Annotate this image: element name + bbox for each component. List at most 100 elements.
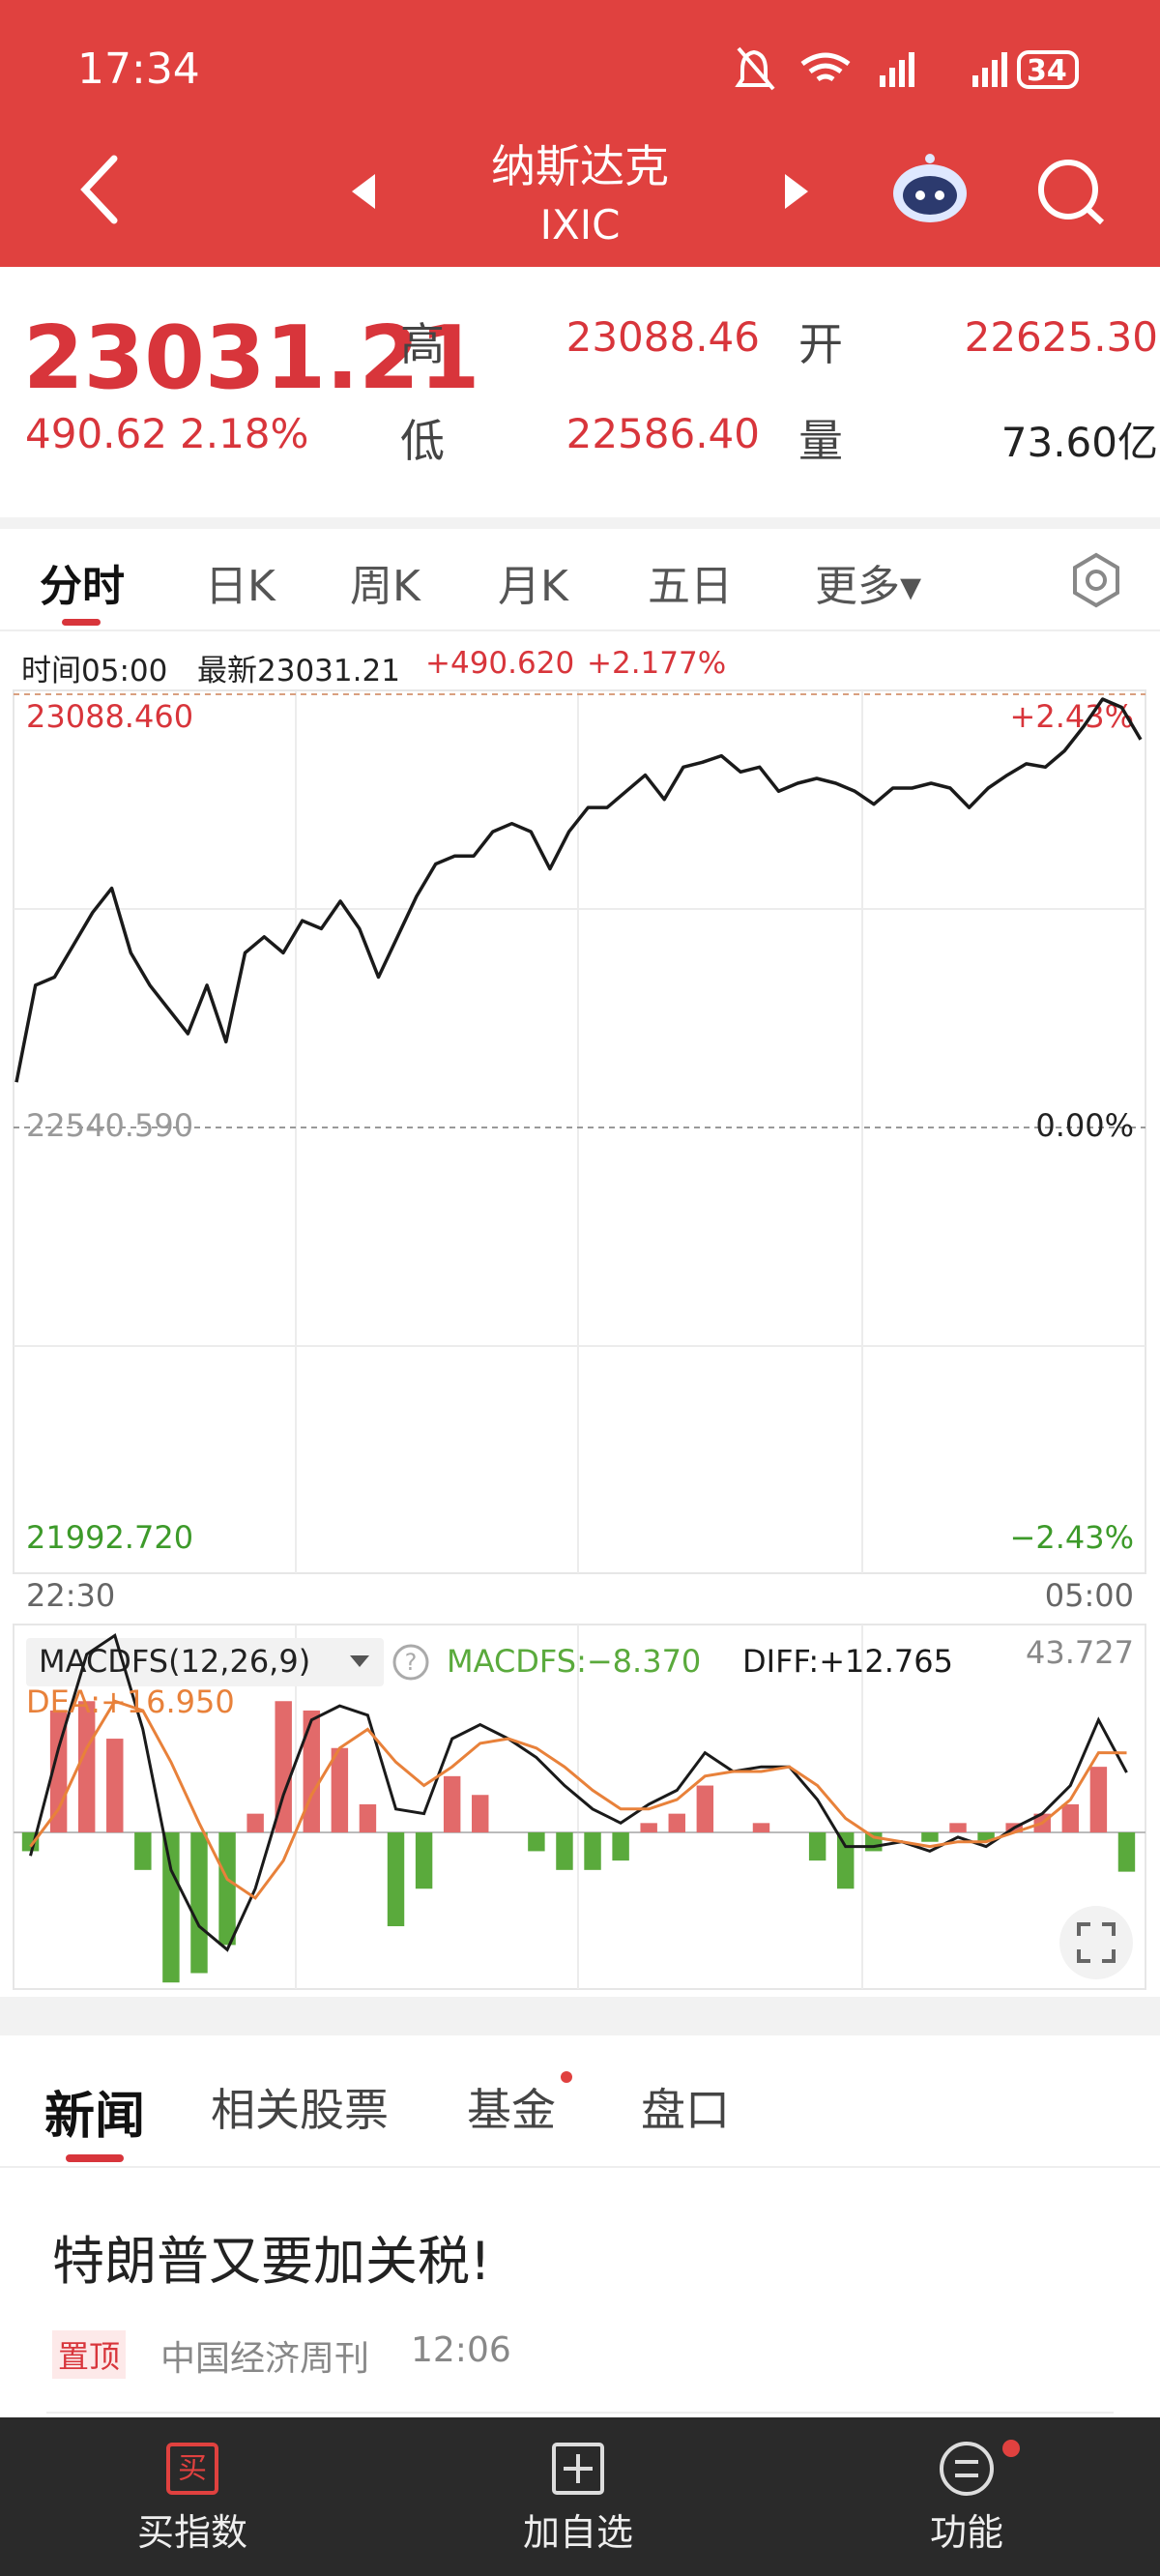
macd-bar [359,1803,377,1833]
price-grid [14,690,1146,1573]
back-button[interactable] [80,155,118,224]
info-change-pct: +2.177% [587,646,727,681]
news-time: 12:06 [411,2330,511,2370]
tab[interactable]: 周K [350,562,420,611]
macd-bar [668,1813,685,1833]
menu-icon [940,2442,994,2496]
nav-item[interactable]: 加自选 [522,2511,633,2554]
macd-bar [752,1823,770,1833]
tab[interactable]: 五日 [648,562,733,611]
macd-bar [949,1823,967,1833]
tab[interactable]: 更多▾ [815,562,922,611]
charts: ? 23088.46022540.59021992.720+2.43%0.00%… [13,689,1146,1990]
macd-bar [106,1739,124,1833]
news-divider [46,2412,1114,2414]
news-tab[interactable]: 盘口 [641,2084,730,2136]
legend-label: DIFF:+12.765 [742,1643,953,1680]
y-tick-label: 22540.590 [26,1107,193,1144]
news-tab[interactable]: 相关股票 [211,2084,389,2136]
settings-button[interactable] [1067,551,1125,609]
change-pct: 2.18% [180,410,309,457]
macd-bar [921,1832,939,1842]
x-tick-label: 05:00 [1045,1577,1134,1614]
macd-bar [190,1832,208,1974]
nav-item[interactable]: 买指数 [136,2511,247,2554]
tab-indicator [62,619,101,626]
macd-line [29,1699,1127,1900]
status-time: 17:34 [77,44,200,94]
macd-bar [1089,1767,1108,1833]
tabs-border [0,629,1160,631]
header-code: IXIC [539,201,621,249]
price: 23031.21 [23,307,480,409]
bell-off-icon [735,46,775,91]
search-button[interactable] [1038,160,1105,225]
y-tick-label: 21992.720 [26,1519,193,1556]
next-button[interactable] [785,174,808,209]
macd-bar [387,1832,405,1927]
legend-label: DEA:+16.950 [26,1683,235,1720]
change: 490.62 [25,410,167,457]
separator [0,517,1160,529]
news-tab[interactable]: 基金 [467,2084,556,2136]
tab[interactable]: 月K [498,562,568,611]
signal-icon [880,52,1007,87]
x-tick-label: 22:30 [26,1577,115,1614]
news-title[interactable]: 特朗普又要加关税! [52,2231,491,2292]
tab[interactable]: 日K [205,562,276,611]
assistant-button[interactable] [893,154,967,222]
add-icon [552,2443,604,2495]
header-icons [80,154,1105,225]
macd-bar [218,1832,236,1946]
prev-button[interactable] [352,174,375,209]
macd-bar [472,1795,489,1833]
macd-bar [77,1701,96,1833]
y2-tick-label: −2.43% [1010,1519,1134,1556]
legend-label: MACDFS:−8.370 [447,1643,701,1680]
add-icon-plus [564,2454,593,2483]
macd-bar [246,1813,264,1833]
news-source: 中国经济周刊 [160,2339,370,2379]
menu-icon-lines [955,2460,978,2477]
open: 22625.30 [964,313,1158,361]
expand-button[interactable] [1059,1906,1133,1979]
news-tab[interactable]: 新闻 [44,2088,146,2146]
y-tick-label: 23088.460 [26,698,193,735]
header-title: 纳斯达克 [491,140,669,192]
help-icon[interactable] [392,1644,429,1681]
nav-item[interactable]: 功能 [929,2511,1003,2554]
macd-bar [134,1832,152,1870]
news-tab-indicator [66,2154,124,2162]
battery-level: 34 [1027,54,1067,88]
macd-bar [977,1832,995,1842]
info-time: 时间05:00 [21,654,168,688]
macd-bar [275,1701,292,1833]
macd-bar [162,1832,180,1983]
tab[interactable]: 分时 [40,562,125,611]
macd-bar [331,1747,349,1833]
info-change: +490.620 [425,646,575,681]
y2-tick-label: 0.00% [1035,1107,1134,1144]
low: 22586.40 [566,410,760,457]
macd-bar [865,1832,883,1852]
dropdown-arrow [350,1655,369,1667]
separator [0,1997,1160,2035]
buy-icon-char: 买 [178,2452,207,2486]
wifi-icon [800,52,851,82]
y-tick-label: 43.727 [1026,1634,1134,1671]
help-mark: ? [405,1649,418,1676]
high: 23088.46 [566,313,760,361]
buy-icon [166,2443,218,2495]
macd-bar [556,1832,573,1870]
low-label: 低 [400,415,445,467]
macd-frame [13,1624,1146,1990]
battery-icon [1017,50,1079,89]
macd-bar [1061,1803,1080,1833]
nav-icons: 买 [166,2440,1020,2496]
price-line [14,697,1143,1083]
macd-bar [443,1775,461,1833]
macd-bar [836,1832,855,1889]
indicator-selector[interactable] [26,1638,384,1686]
open-label: 开 [798,318,843,370]
